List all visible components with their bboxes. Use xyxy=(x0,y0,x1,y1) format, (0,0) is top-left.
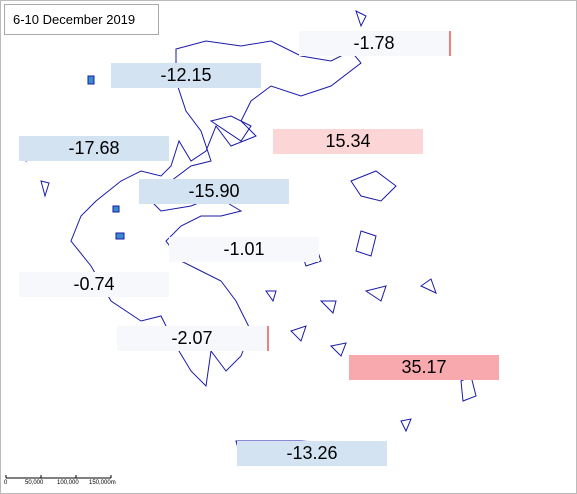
region-label: -2.07 xyxy=(117,326,269,351)
region-label: -0.74 xyxy=(19,272,169,297)
region-label: -12.15 xyxy=(111,63,261,88)
scale-label: 100,000 xyxy=(57,480,79,486)
title: 6-10 December 2019 xyxy=(4,4,159,35)
scale-label: 50,000 xyxy=(25,480,44,486)
region-label: -1.01 xyxy=(169,237,319,262)
region-label: -1.78 xyxy=(299,31,451,56)
region-label: -17.68 xyxy=(19,136,169,161)
region-label: -13.26 xyxy=(237,441,387,466)
region-label: 15.34 xyxy=(273,129,423,154)
region-label: 35.17 xyxy=(349,355,499,380)
region-label: -15.90 xyxy=(139,179,289,204)
scale-label: 0 xyxy=(4,480,8,486)
scale-label: 150,000m xyxy=(89,480,116,486)
